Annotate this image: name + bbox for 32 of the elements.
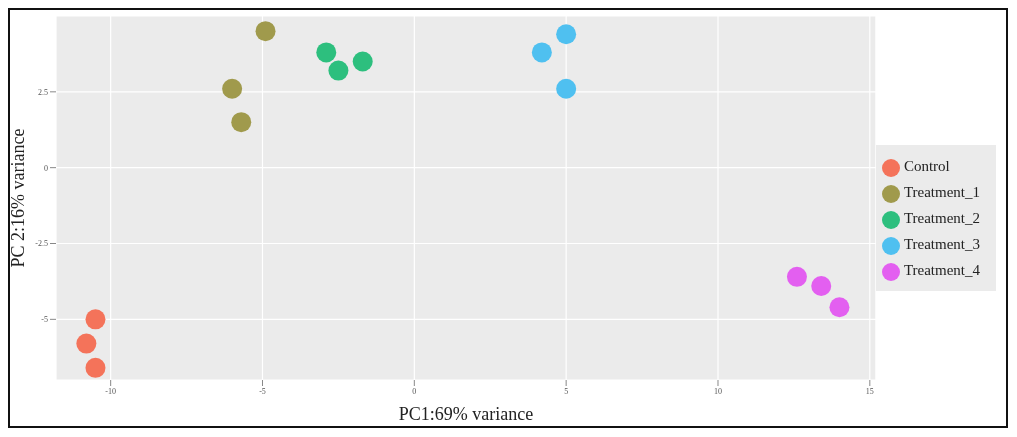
x-tick-label: 15 bbox=[865, 386, 874, 396]
point bbox=[231, 112, 252, 133]
x-tick-label: 0 bbox=[412, 386, 417, 396]
x-tick-label: -10 bbox=[105, 386, 116, 396]
x-axis-title: PC1:69% variance bbox=[398, 404, 534, 424]
point bbox=[85, 309, 106, 330]
y-tick-label: -2.5 bbox=[35, 239, 48, 249]
point bbox=[328, 60, 349, 81]
point bbox=[531, 42, 552, 63]
y-tick-label: 2.5 bbox=[38, 87, 48, 97]
point bbox=[352, 51, 373, 72]
point bbox=[829, 297, 850, 318]
y-tick-label: 0 bbox=[44, 163, 48, 173]
legend-label: Treatment_1 bbox=[903, 184, 980, 200]
point bbox=[316, 42, 337, 63]
legend-label: Treatment_2 bbox=[903, 210, 980, 226]
point bbox=[811, 275, 832, 296]
point bbox=[85, 357, 106, 378]
point bbox=[76, 333, 97, 354]
point bbox=[556, 78, 577, 99]
legend-label: Treatment_4 bbox=[903, 262, 980, 278]
x-tick-label: -5 bbox=[259, 386, 266, 396]
point bbox=[222, 78, 243, 99]
x-tick-label: 5 bbox=[564, 386, 569, 396]
point bbox=[786, 266, 807, 287]
point bbox=[556, 24, 577, 45]
legend-label: Treatment_3 bbox=[903, 236, 980, 252]
x-tick-label: 10 bbox=[713, 386, 722, 396]
y-tick-label: -5 bbox=[41, 315, 48, 325]
y-axis-title: PC 2:16% variance bbox=[8, 128, 29, 268]
point bbox=[255, 21, 276, 42]
legend-label: Control bbox=[903, 158, 950, 174]
